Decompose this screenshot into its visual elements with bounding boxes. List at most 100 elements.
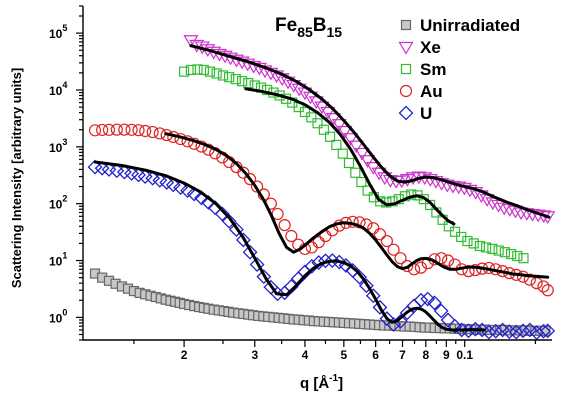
title-subscript-15: 15 xyxy=(327,24,343,40)
data-point-sm xyxy=(192,64,203,75)
legend-item-u: U xyxy=(398,104,432,123)
data-point-u xyxy=(228,222,244,238)
data-point-au xyxy=(387,243,400,256)
data-point-u xyxy=(454,322,470,338)
data-point-xe xyxy=(524,208,541,222)
fit-curve-xe xyxy=(189,44,551,219)
legend-marker-unirradiated xyxy=(400,19,412,31)
title-element-b: B xyxy=(313,15,327,36)
data-point-xe xyxy=(337,125,353,139)
data-point-au xyxy=(380,234,393,248)
data-point-au xyxy=(285,229,298,243)
data-point-sm xyxy=(487,243,498,255)
series-au-points xyxy=(88,123,554,297)
data-marks xyxy=(87,35,556,341)
data-point-xe xyxy=(468,186,484,200)
data-point-au xyxy=(96,123,109,137)
chart-title: Fe85B15 xyxy=(275,15,342,40)
fit-curve-sm xyxy=(244,87,456,226)
data-point-sm xyxy=(424,199,436,211)
data-point-sm xyxy=(243,78,254,89)
data-point-au xyxy=(88,124,102,137)
data-point-u xyxy=(447,318,463,334)
data-point-sm xyxy=(306,112,317,123)
data-point-au xyxy=(153,127,166,140)
data-point-u xyxy=(393,313,408,329)
data-point-xe xyxy=(428,175,444,189)
data-point-sm xyxy=(350,167,361,178)
data-point-u xyxy=(427,295,442,311)
data-point-au xyxy=(541,284,554,297)
data-point-au xyxy=(469,263,482,277)
data-point-xe xyxy=(354,147,370,161)
x-tick-label: 8 xyxy=(422,348,429,362)
data-point-sm xyxy=(262,84,273,96)
data-point-au xyxy=(373,228,387,241)
data-point-u xyxy=(235,232,251,248)
fit-curve-au xyxy=(164,132,550,279)
data-point-au xyxy=(441,254,455,267)
data-point-xe xyxy=(240,58,256,72)
data-point-sm xyxy=(512,250,523,262)
data-point-sm xyxy=(506,248,517,260)
legend-label-sm: Sm xyxy=(420,60,446,79)
data-point-u xyxy=(221,213,237,229)
data-point-au xyxy=(110,123,123,136)
data-point-au xyxy=(462,265,475,278)
data-point-u xyxy=(358,278,374,294)
y-tick-label: 105 xyxy=(49,23,67,41)
data-point-sm xyxy=(185,64,197,76)
data-point-sm xyxy=(204,66,216,77)
data-point-au xyxy=(125,123,138,136)
data-point-u xyxy=(413,292,429,308)
data-point-au xyxy=(537,280,550,293)
y-tick-label: 102 xyxy=(49,194,67,212)
data-point-sm xyxy=(178,66,190,77)
x-tick-label: 4 xyxy=(302,348,309,362)
data-point-sm xyxy=(299,106,311,118)
data-point-au xyxy=(401,259,414,273)
data-point-sm xyxy=(462,235,473,247)
data-point-sm xyxy=(499,247,510,258)
data-point-u xyxy=(318,253,333,269)
y-tick-label: 101 xyxy=(49,251,67,269)
data-point-sm xyxy=(343,157,355,169)
data-point-sm xyxy=(474,240,485,252)
y-tick-label: 100 xyxy=(49,307,67,325)
legend-marker-sm xyxy=(400,63,412,75)
data-point-sm xyxy=(198,64,209,76)
data-point-sm xyxy=(449,226,461,237)
data-point-au xyxy=(278,218,291,232)
legend: Unirradiated Xe Sm Au U xyxy=(398,16,520,123)
data-point-sm xyxy=(237,76,248,87)
data-point-sm xyxy=(312,118,323,129)
x-axis-title: q [Å-1] xyxy=(300,373,343,392)
data-point-sm xyxy=(217,70,229,81)
y-tick-label: 103 xyxy=(49,137,67,155)
x-axis-title-main: q [Å xyxy=(300,375,329,392)
y-tick-label: 104 xyxy=(49,80,67,98)
data-point-u xyxy=(467,321,483,337)
data-point-u xyxy=(386,317,401,332)
data-point-xe xyxy=(234,56,250,70)
data-point-u xyxy=(214,206,230,222)
data-point-u xyxy=(365,288,381,304)
data-point-u xyxy=(488,323,504,339)
data-point-sm xyxy=(518,253,529,264)
title-element-fe: Fe xyxy=(275,15,297,36)
data-point-sm xyxy=(224,72,235,83)
data-point-sm xyxy=(331,139,342,151)
y-axis-title: Scattering Intensity [arbitrary units] xyxy=(9,68,24,288)
data-point-au xyxy=(118,123,131,136)
data-point-sm xyxy=(468,238,479,249)
legend-item-xe: Xe xyxy=(398,38,441,57)
data-point-xe xyxy=(371,167,387,181)
legend-label-u: U xyxy=(420,104,432,123)
legend-item-au: Au xyxy=(399,82,443,101)
data-point-au xyxy=(146,125,159,139)
data-point-au xyxy=(394,252,407,265)
data-point-sm xyxy=(337,148,348,159)
data-point-sm xyxy=(356,176,367,188)
x-tick-label: 5 xyxy=(340,348,347,362)
data-point-u xyxy=(372,299,388,315)
